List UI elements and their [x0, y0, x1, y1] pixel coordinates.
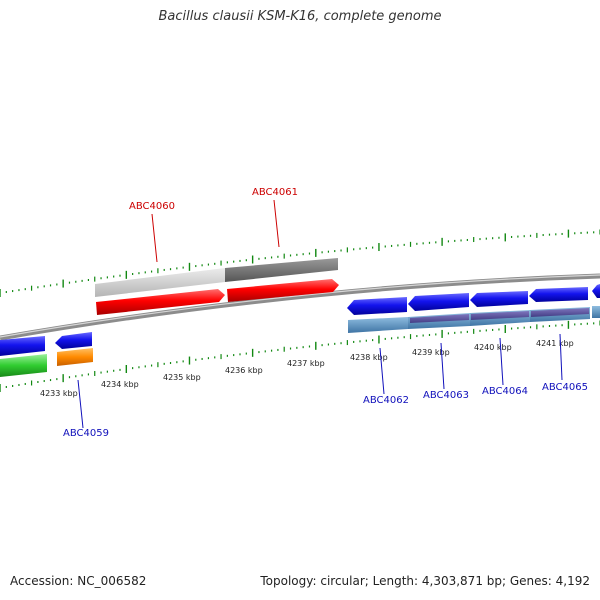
gene-arrow-abc4063[interactable] — [408, 293, 469, 311]
abc4059-feature-highlight — [57, 348, 93, 366]
gene-arrow-next[interactable] — [592, 284, 600, 298]
gene-callout-line — [499, 337, 504, 386]
gene-label-abc4060[interactable]: ABC4060 — [129, 201, 175, 212]
gene-callout-line — [273, 199, 280, 248]
genome-summary-text: Topology: circular; Length: 4,303,871 bp… — [260, 574, 590, 588]
gene-callout-line — [379, 347, 385, 395]
gene-label-abc4064[interactable]: ABC4064 — [482, 386, 528, 397]
ruler-labels: 4233 kbp 4234 kbp 4235 kbp 4236 kbp 4237 kbp… — [40, 339, 574, 398]
gene-arrow-abc4059[interactable] — [55, 332, 92, 349]
gene-label-abc4065[interactable]: ABC4065 — [542, 382, 588, 393]
genome-backbone-highlight — [0, 274, 600, 338]
gene-callout-line — [151, 213, 158, 263]
ruler-label: 4235 kbp — [163, 373, 201, 382]
gene-arrow-abc4060[interactable] — [96, 289, 225, 315]
ruler-label: 4234 kbp — [101, 380, 139, 389]
gene-labels: ABC4059 ABC4060 ABC4061 ABC4062 ABC4063 ABC40… — [63, 187, 588, 439]
rna-feature-left[interactable] — [0, 354, 47, 377]
minus-context-track — [348, 306, 600, 333]
gene-label-abc4061[interactable]: ABC4061 — [252, 187, 298, 198]
ruler-label: 4241 kbp — [536, 339, 574, 348]
ruler-label: 4238 kbp — [350, 353, 388, 362]
gene-arrow-abc4064[interactable] — [470, 291, 528, 307]
gene-label-abc4063[interactable]: ABC4063 — [423, 390, 469, 401]
ruler-label: 4237 kbp — [287, 359, 325, 368]
ruler-label: 4240 kbp — [474, 343, 512, 352]
gene-arrow-left-partial[interactable] — [0, 336, 45, 356]
gene-label-abc4062[interactable]: ABC4062 — [363, 395, 409, 406]
gene-arrow-abc4065[interactable] — [529, 287, 588, 302]
ruler-label: 4233 kbp — [40, 389, 78, 398]
upper-tick-ruler — [0, 229, 600, 297]
gene-arrow-abc4062[interactable] — [347, 297, 407, 315]
plus-context-track — [95, 258, 338, 297]
gene-arrow-abc4061[interactable] — [227, 279, 339, 302]
gene-callout-line — [559, 333, 563, 381]
gene-label-abc4059[interactable]: ABC4059 — [63, 428, 109, 439]
ruler-label: 4239 kbp — [412, 348, 450, 357]
genome-title: Bacillus clausii KSM-K16, complete genom… — [158, 9, 442, 24]
accession-text: Accession: NC_006582 — [10, 574, 147, 588]
lower-tick-ruler — [0, 320, 600, 392]
gene-callout-line — [440, 342, 445, 390]
genome-backbone — [0, 273, 600, 341]
gene-callout-line — [77, 379, 84, 429]
ruler-label: 4236 kbp — [225, 366, 263, 375]
